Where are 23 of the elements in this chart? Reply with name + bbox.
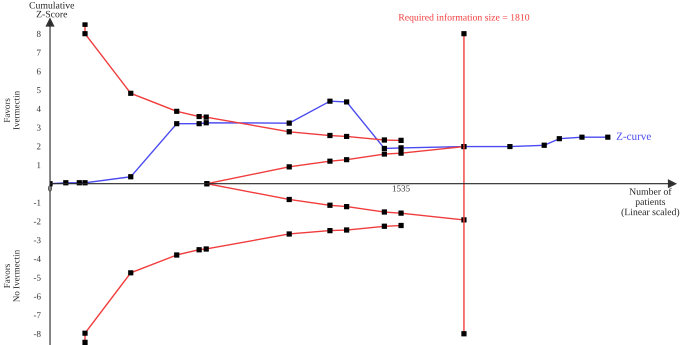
y-tick-label: 6 (36, 68, 41, 74)
y-tick-label: -7 (34, 312, 41, 318)
y-tick-label: -3 (34, 237, 41, 244)
text: Favors Ivermectin (4, 90, 20, 130)
y-tick-label: -8 (34, 330, 41, 337)
y-tick-label: -2 (34, 218, 40, 224)
y-tick-label: 8 (36, 30, 41, 37)
y-tick-label: 1 (37, 162, 40, 168)
y-tick-label: 5 (37, 87, 41, 94)
annotation: Required information size = 1810 (398, 14, 530, 23)
y-axis-title: Cumulative Z-Score (29, 2, 74, 18)
text: Favors No Ivermectin (4, 250, 20, 302)
y-tick-label: 2 (36, 143, 40, 150)
y-tick-label: 7 (37, 50, 41, 56)
x-tick-label: 1535 (392, 185, 410, 192)
y-tick-label: -4 (34, 256, 41, 262)
series-label: Z-curve (616, 132, 651, 140)
x-axis-title: Number of patients (Linear scaled) (622, 188, 680, 218)
y-tick-label: 3 (36, 124, 41, 131)
y-tick-label: 4 (36, 106, 41, 112)
y-tick-label: -1 (34, 200, 40, 206)
y-tick-label: -5 (34, 274, 41, 281)
y-tick-label: -6 (34, 293, 41, 300)
